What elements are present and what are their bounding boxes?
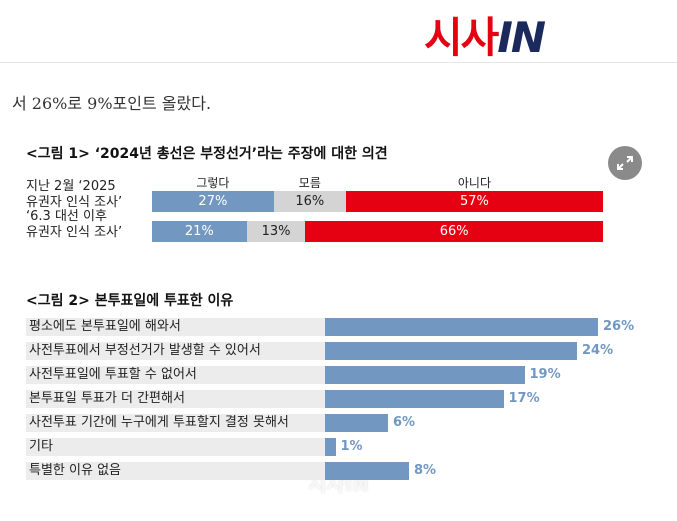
value-label: 16% [295, 194, 325, 209]
value-label: 17% [508, 391, 540, 406]
bar-segment [305, 221, 603, 242]
value-label: 19% [529, 367, 561, 382]
label-band [26, 390, 325, 408]
category-label: 본투표일 투표가 더 간편해서 [29, 391, 185, 406]
value-label: 26% [603, 319, 635, 334]
divider [0, 62, 677, 63]
value-label: 13% [261, 224, 291, 239]
label-band [26, 366, 325, 384]
value-label: 27% [198, 194, 228, 209]
bar-segment [273, 191, 346, 212]
label-band [26, 462, 325, 480]
value-label: 1% [340, 439, 363, 454]
bar [325, 462, 409, 480]
legend-label: 아니다 [457, 176, 492, 190]
logo-red: 시사 [424, 13, 499, 62]
article-text: 서 26%로 9%포인트 올랐다. [12, 94, 212, 113]
legend-label: 모름 [298, 176, 321, 190]
bar-segment [152, 191, 274, 212]
logo-navy: IN [497, 13, 546, 62]
value-label: 57% [460, 194, 489, 209]
category-label: 기타 [29, 439, 53, 454]
bar-segment [152, 221, 247, 242]
bar-segment [246, 221, 306, 242]
bar [325, 390, 504, 408]
value-label: 21% [184, 224, 214, 239]
header: 시사IN [0, 0, 677, 62]
label-band [26, 318, 325, 336]
expand-icon [617, 156, 633, 170]
bar [325, 438, 336, 456]
value-label: 24% [582, 343, 614, 358]
label-band [26, 438, 325, 456]
category-label: 사전투표 기간에 누구에게 투표할지 결정 못해서 [29, 415, 289, 430]
category-label: 사전투표에서 부정선거가 발생할 수 있어서 [29, 343, 261, 358]
expand-button[interactable] [608, 146, 642, 180]
bar [325, 366, 525, 384]
category-label: 사전투표일에 투표할 수 없어서 [29, 367, 197, 382]
value-label: 66% [439, 224, 469, 239]
logo[interactable]: 시사IN [424, 4, 546, 65]
legend-label: 그렇다 [196, 176, 230, 190]
category-label: 특별한 이유 없음 [29, 463, 121, 478]
category-label: ‘6.3 대선 이후 유권자 인식 조사’ [26, 209, 123, 240]
bar [325, 342, 577, 360]
bar [325, 318, 598, 336]
value-label: 8% [414, 463, 437, 478]
chart-title: <그림 1> ‘2024년 총선은 부정선거’라는 주장에 대한 의견 [26, 146, 388, 162]
chart-title: <그림 2> 본투표일에 투표한 이유 [26, 293, 234, 309]
category-label: 평소에도 본투표일에 해와서 [29, 319, 181, 334]
category-label: 지난 2월 ‘2025 유권자 인식 조사’ [26, 179, 123, 210]
label-band [26, 342, 325, 360]
bar [325, 414, 388, 432]
label-band [26, 414, 325, 432]
bar-segment [345, 191, 603, 212]
value-label: 6% [393, 415, 416, 430]
